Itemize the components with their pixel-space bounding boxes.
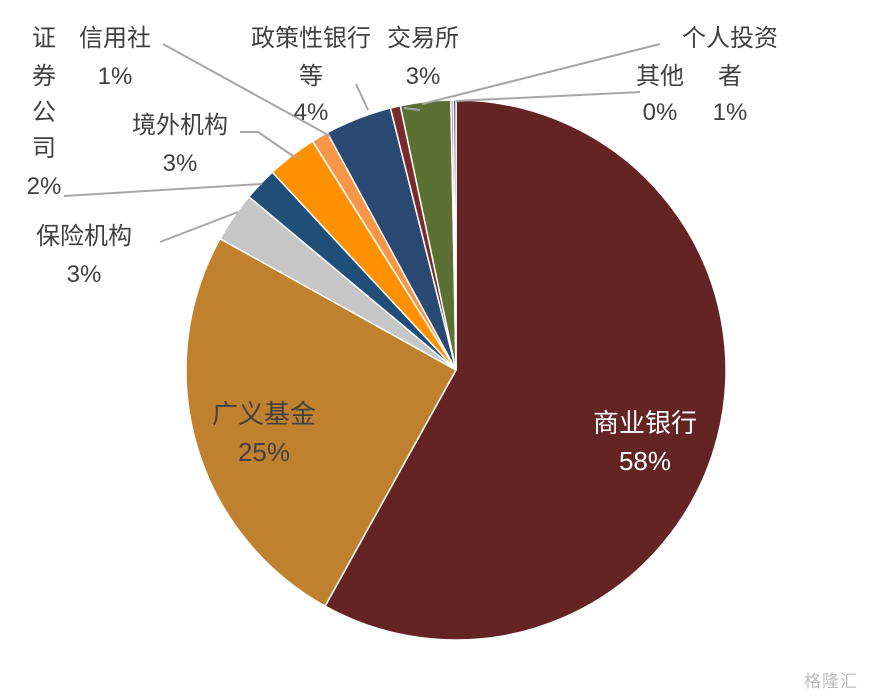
slice-percent-policy_bank: 4% [294,99,329,126]
slice-label-overseas-0: 境外机构 [132,112,228,139]
slice-label-policy_bank-1: 等 [299,63,323,90]
pie-slice-fund [185,237,458,608]
slice-label-policy_bank-0: 政策性银行 [251,25,371,52]
leader-line-other [455,91,641,102]
slice-label-securities-1: 券 [32,63,56,90]
slice-label-securities-0: 证 [32,25,56,52]
slice-percent-other: 0% [643,99,678,126]
slice-label-credit_coop-0: 信用社 [79,25,151,52]
leader-line-securities [63,183,263,197]
slice-percent-securities: 2% [27,173,62,200]
leader-line-policy_bank [355,83,369,111]
slice-percent-individual: 1% [713,99,748,126]
leader-lines [63,43,661,243]
slice-label-securities-3: 司 [32,135,56,162]
slice-label-other-0: 其他 [636,63,684,90]
slice-percent-commercial_bank: 58% [619,446,671,476]
pie-slice-commercial_bank [324,99,727,641]
slice-percent-insurance: 3% [67,261,102,288]
slice-label-insurance-0: 保险机构 [36,223,132,250]
slice-percent-fund: 25% [238,437,290,467]
slice-label-individual-0: 个人投资 [682,25,778,52]
slice-label-securities-2: 公 [32,99,56,126]
leader-line-credit_coop [162,43,331,137]
slice-percent-overseas: 3% [163,150,198,177]
leader-line-insurance [159,211,239,243]
watermark: 格隆汇 [804,672,858,692]
pie-slices [185,99,727,641]
leader-line-individual [421,43,661,105]
slice-label-individual-1: 者 [718,63,742,90]
slice-label-commercial_bank-0: 商业银行 [593,408,697,438]
slice-percent-exchange: 3% [406,63,441,90]
slice-label-fund-0: 广义基金 [212,399,316,429]
leader-line-exchange [403,107,421,111]
slice-percent-credit_coop: 1% [98,63,133,90]
leader-line-overseas [240,131,297,159]
slice-label-exchange-0: 交易所 [387,25,459,52]
